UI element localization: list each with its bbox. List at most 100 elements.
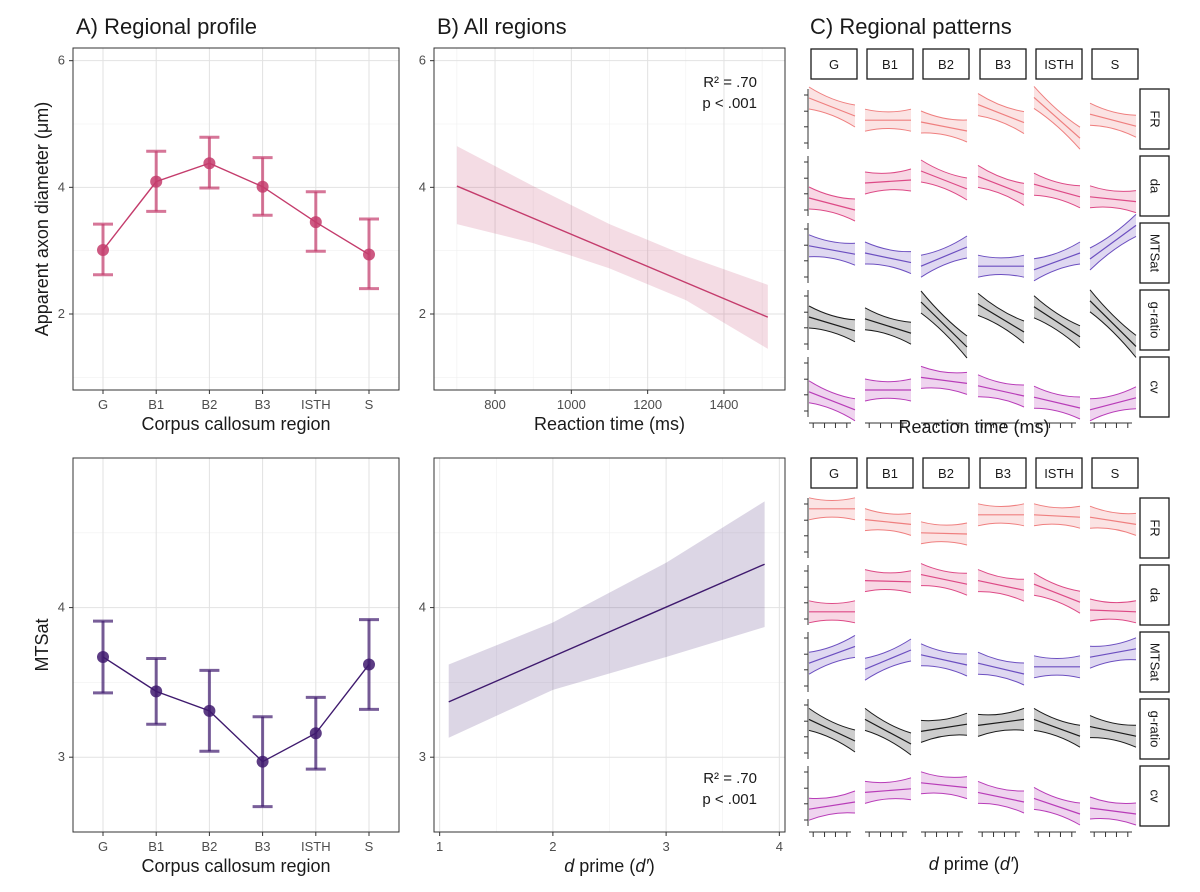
facet-trend-line	[977, 104, 1025, 124]
facet-trend-line	[1033, 306, 1081, 338]
x-tick-label: B2	[201, 397, 217, 412]
facet-x-axis-label: Reaction time (ms)	[898, 417, 1049, 437]
facet-x-axis-label: d prime (d′)	[929, 854, 1019, 874]
facet-ribbon-edge	[864, 777, 912, 784]
facet-ribbon-edge	[977, 522, 1025, 527]
facet-trend-line	[920, 121, 968, 132]
facet-trend-line	[1033, 514, 1081, 518]
facet-trend-line	[808, 245, 856, 255]
facet-trend-line	[977, 718, 1025, 726]
facet-trend-line	[1033, 583, 1081, 603]
facet-ribbon-edge	[920, 541, 968, 546]
facet-trend-line	[864, 519, 912, 525]
facet-x-axis-label-part: )	[1013, 854, 1019, 874]
facet-row-label: MTSat	[1148, 643, 1163, 682]
facet-trend-line	[1033, 797, 1081, 815]
facet-ribbon-edge	[1033, 503, 1081, 509]
facet-ribbon-edge	[808, 729, 856, 753]
facet-ribbon-edge	[864, 708, 912, 734]
facet-column-label: ISTH	[1044, 57, 1074, 72]
facet-trend-line	[1089, 516, 1137, 525]
facet-ribbon-edge	[864, 108, 912, 113]
x-axis-label-part: d′	[635, 856, 649, 876]
data-point	[309, 727, 322, 740]
facet-trend-line	[864, 649, 912, 670]
facet-row-label: cv	[1148, 381, 1163, 395]
stats-annotation: p < .001	[702, 791, 757, 808]
facet-ribbon-edge	[977, 591, 1025, 602]
facet-trend-line	[977, 175, 1025, 195]
y-axis-label: MTSat	[32, 618, 52, 671]
facet-ribbon-edge	[920, 585, 968, 596]
x-axis-label-part: prime (	[574, 856, 635, 876]
stats-annotation: R² = .70	[703, 74, 757, 91]
facet-ribbon-edge	[1089, 235, 1137, 271]
data-point	[256, 180, 269, 193]
data-point	[150, 685, 163, 698]
facet-trend-line	[1089, 196, 1137, 203]
facet-ribbon-edge	[920, 665, 968, 677]
facet-ribbon-edge	[808, 516, 856, 521]
panel-A_top-bg	[73, 48, 399, 390]
facet-ribbon-edge	[1033, 241, 1081, 260]
facet-column-label: ISTH	[1044, 466, 1074, 481]
facet-ribbon-edge	[864, 508, 912, 515]
data-point	[97, 244, 109, 257]
facet-ribbon-edge	[1089, 311, 1137, 358]
data-point	[97, 650, 109, 663]
facet-ribbon-edge	[1033, 655, 1081, 659]
facet-trend-line	[920, 376, 968, 384]
confidence-ribbon	[448, 501, 765, 738]
y-tick-label: 6	[58, 53, 65, 68]
facet-ribbon-edge	[1033, 317, 1081, 349]
facet-ribbon-edge	[1033, 194, 1081, 209]
facet-ribbon-edge	[808, 305, 856, 321]
facet-row-label: cv	[1148, 790, 1163, 804]
regression-line	[448, 563, 765, 703]
facet-trend-line	[920, 574, 968, 585]
x-tick-label: B2	[201, 839, 217, 854]
facet-row-strip	[1139, 698, 1170, 760]
facet-trend-line	[1089, 807, 1137, 815]
facet-trend-line	[1089, 113, 1137, 127]
x-tick-label: B1	[148, 397, 164, 412]
facet-ribbon-edge	[920, 792, 968, 800]
y-tick-label: 2	[419, 306, 426, 321]
y-tick-label: 4	[58, 179, 65, 194]
facet-row-strip	[1139, 765, 1170, 827]
x-tick-label: B1	[148, 839, 164, 854]
facet-ribbon-edge	[1089, 214, 1137, 249]
facet-ribbon-edge	[920, 387, 968, 395]
facet-ribbon-edge	[808, 619, 856, 624]
facet-ribbon-edge	[808, 812, 856, 821]
facet-trend-line	[1033, 718, 1081, 737]
facet-ribbon-edge	[1089, 737, 1137, 748]
facet-ribbon-edge	[920, 563, 968, 574]
facet-ribbon-edge	[920, 110, 968, 121]
facet-ribbon-edge	[808, 234, 856, 244]
y-tick-label: 2	[58, 306, 65, 321]
x-axis-label: d prime (d′)	[564, 856, 654, 876]
x-tick-label: 800	[484, 397, 506, 412]
facet-column-strip	[922, 457, 970, 489]
x-tick-label: ISTH	[301, 397, 331, 412]
facet-column-label: S	[1111, 466, 1120, 481]
facet-ribbon-edge	[808, 327, 856, 343]
data-point	[203, 157, 216, 170]
facet-ribbon-edge	[1033, 707, 1081, 726]
data-point	[363, 248, 375, 261]
facet-column-label: B3	[995, 466, 1011, 481]
facet-ribbon-edge	[920, 712, 968, 722]
facet-ribbon-edge	[1033, 786, 1081, 804]
x-axis-label: Reaction time (ms)	[534, 414, 685, 434]
facet-ribbon-edge	[808, 186, 856, 200]
facet-row-label: g-ratio	[1148, 302, 1163, 339]
facet-ribbon-edge	[1033, 808, 1081, 826]
x-axis-label: Corpus callosum region	[141, 414, 330, 434]
data-point	[363, 658, 375, 671]
facet-ribbon-edge	[977, 93, 1025, 113]
facet-trend-line	[808, 801, 856, 810]
facet-ribbon-edge	[920, 365, 968, 374]
facet-trend-line	[808, 316, 856, 332]
